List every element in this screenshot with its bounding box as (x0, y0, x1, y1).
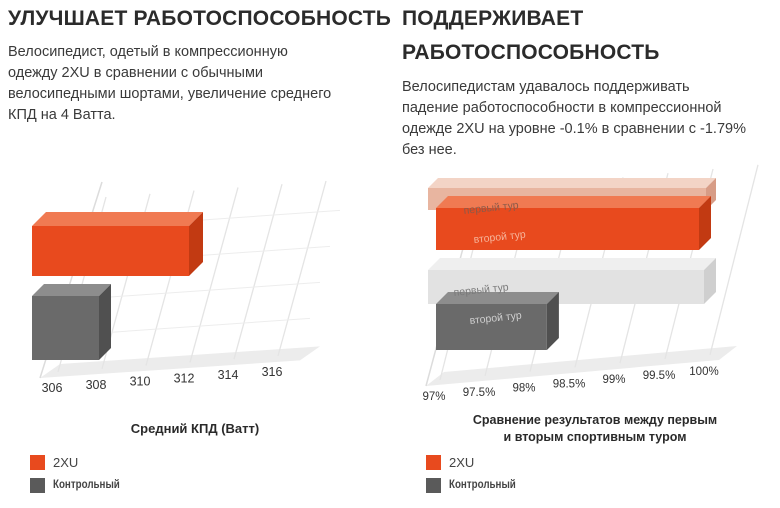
legend-item-2xu: 2XU (30, 452, 132, 472)
right-description: Велосипедистам удавалось поддерживать па… (402, 79, 746, 158)
bar-control-second-side (546, 292, 559, 350)
bar-control (32, 284, 111, 360)
bar-2xu (32, 212, 203, 276)
chart-right-ticks: 97% 97.5% 98% 98.5% 99% 99.5% 100% (422, 366, 718, 403)
chart-left-xlabel: Средний КПД (Ватт) (131, 421, 259, 436)
right-legend: 2XU Контрольный (426, 452, 528, 498)
right-title-line2: РАБОТОСПОСОБНОСТЬ (402, 41, 660, 64)
chart-left-tick-label: 306 (42, 381, 63, 395)
chart-left-ticks: 306 308 310 312 314 316 (42, 365, 283, 395)
legend-item-2xu: 2XU (426, 452, 528, 472)
bar-control-top (32, 284, 111, 296)
label-2xu-second: второй тур (473, 229, 526, 246)
bar-2xu-second (436, 196, 711, 250)
chart-right-tick-label: 98.5% (553, 378, 586, 390)
chart-right-tick-label: 100% (689, 366, 718, 378)
chart-left-tick-label: 310 (130, 375, 151, 389)
chart-right: первый тур второй тур первый тур второй тур… (422, 164, 759, 444)
chart-right-bars: первый тур второй тур первый тур второй тур (428, 178, 716, 350)
chart-left-tick-label: 312 (174, 371, 195, 385)
bar-2xu-second-side (699, 196, 711, 250)
legend-swatch-control (30, 477, 45, 493)
right-panel: ПОДДЕРЖИВАЕТ РАБОТОСПОСОБНОСТЬ Велосипед… (390, 0, 780, 508)
chart-left-gridline (189, 187, 239, 363)
bar-2xu-second-front (436, 208, 699, 250)
legend-label-2xu: 2XU (449, 454, 475, 470)
bar-2xu-side (189, 212, 203, 276)
legend-item-control: Контрольный (30, 475, 132, 495)
bar-2xu-first-top (428, 178, 716, 188)
legend-swatch-control (426, 477, 441, 493)
chart-right-tick-label: 99.5% (643, 370, 676, 382)
legend-label-control: Контрольный (449, 479, 516, 491)
chart-right-floor (426, 345, 737, 386)
bar-control-first-top (428, 258, 716, 270)
legend-swatch-2xu (30, 454, 45, 470)
bar-control-first-side (704, 258, 716, 304)
bar-control-side (99, 284, 111, 360)
chart-right-tick-label: 97% (422, 391, 445, 403)
chart-right-xlabel: Сравнение результатов между первым и втор… (473, 413, 717, 444)
chart-left-tick-label: 314 (218, 368, 239, 382)
label-control-first: первый тур (453, 281, 509, 299)
chart-right-gridline (709, 164, 759, 355)
chart-left-tick-label: 308 (86, 378, 107, 392)
left-legend: 2XU Контрольный (30, 452, 132, 498)
label-control-second: второй тур (469, 310, 522, 327)
chart-right-tick-label: 99% (602, 374, 625, 386)
bar-2xu-front (32, 226, 189, 276)
legend-swatch-2xu (426, 454, 441, 470)
left-title: УЛУЧШАЕТ РАБОТОСПОСОБНОСТЬ (8, 7, 392, 30)
bar-2xu-second-top (436, 196, 711, 208)
right-title-line1: ПОДДЕРЖИВАЕТ (402, 7, 584, 30)
legend-item-control: Контрольный (426, 475, 528, 495)
bar-control-second-front (436, 304, 547, 350)
label-2xu-first: первый тур (463, 199, 519, 217)
chart-right-tick-label: 98% (512, 383, 535, 395)
bar-control-second-top (436, 292, 559, 304)
left-description: Велосипедист, одетый в компрессионную од… (8, 44, 332, 123)
chart-left-gridline (277, 180, 327, 357)
chart-left-floor (40, 346, 320, 378)
bar-control-front (32, 296, 99, 360)
chart-left-gridline (233, 184, 283, 360)
chart-left: 306 308 310 312 314 316 Средний КПД (Ватт) (32, 180, 341, 436)
bar-2xu-top (32, 212, 203, 226)
chart-left-bars (32, 212, 203, 360)
legend-label-2xu: 2XU (53, 454, 79, 470)
left-panel: УЛУЧШАЕТ РАБОТОСПОСОБНОСТЬ Велосипедист,… (8, 7, 392, 498)
chart-right-tick-label: 97.5% (463, 387, 496, 399)
bar-control-second (436, 292, 559, 350)
legend-label-control: Контрольный (53, 479, 120, 491)
chart-left-tick-label: 316 (262, 365, 283, 379)
